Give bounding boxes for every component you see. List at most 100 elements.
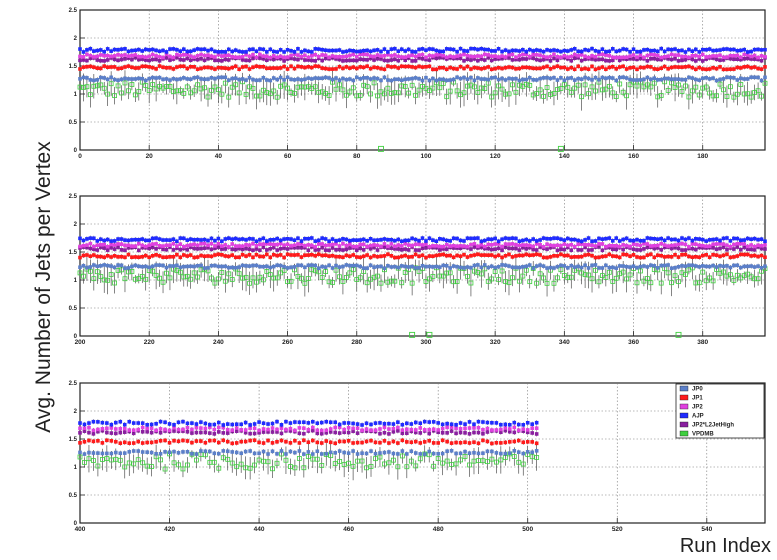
data-point	[140, 254, 145, 259]
data-point	[644, 276, 650, 281]
data-point	[116, 78, 120, 83]
data-point	[126, 460, 132, 466]
outlier-point	[378, 145, 384, 152]
data-point	[635, 78, 639, 82]
data-point	[389, 265, 394, 269]
data-point	[143, 253, 148, 258]
data-point	[586, 266, 591, 270]
data-point	[676, 82, 681, 88]
data-point	[700, 237, 705, 242]
data-point	[732, 67, 736, 71]
data-point	[617, 244, 622, 249]
data-point	[649, 56, 653, 61]
data-point	[614, 266, 619, 270]
data-point	[244, 52, 248, 57]
data-point	[734, 272, 740, 278]
data-point	[258, 248, 262, 252]
data-point	[164, 52, 169, 57]
data-point	[379, 66, 383, 71]
data-point	[358, 52, 363, 57]
data-point	[213, 58, 217, 63]
data-point	[420, 78, 425, 83]
data-point	[168, 58, 172, 62]
data-point	[718, 77, 722, 82]
data-point	[385, 85, 391, 91]
data-point	[209, 241, 214, 246]
data-point	[413, 266, 418, 270]
data-point	[472, 241, 477, 246]
data-point	[420, 243, 425, 247]
data-point	[627, 272, 633, 278]
data-point	[161, 48, 165, 53]
data-point	[590, 243, 594, 248]
data-point	[745, 56, 750, 61]
data-point	[728, 265, 733, 270]
data-point	[396, 58, 401, 63]
data-point	[600, 242, 605, 246]
data-point	[330, 54, 335, 58]
data-point	[742, 47, 747, 52]
data-point	[403, 253, 408, 258]
data-point	[683, 237, 688, 242]
data-point	[344, 49, 349, 54]
series-jp1	[78, 63, 767, 72]
data-point	[437, 273, 443, 279]
data-point	[102, 242, 107, 247]
data-point	[209, 54, 214, 59]
data-point	[399, 264, 404, 268]
data-point	[192, 76, 196, 80]
data-point	[579, 53, 584, 57]
data-point	[251, 248, 255, 253]
data-point	[534, 280, 540, 286]
data-point	[434, 244, 439, 248]
data-point	[642, 241, 646, 246]
data-point	[562, 65, 567, 70]
data-point	[323, 253, 328, 258]
data-point	[645, 242, 650, 246]
data-point	[597, 266, 601, 270]
data-point	[101, 277, 107, 283]
data-point	[202, 77, 207, 82]
data-point	[202, 237, 207, 242]
data-point	[112, 54, 117, 58]
data-point	[77, 454, 83, 460]
data-point	[476, 236, 480, 240]
data-point	[192, 255, 196, 260]
data-point	[368, 54, 373, 58]
data-point	[583, 238, 587, 242]
data-point	[337, 254, 342, 259]
data-point	[652, 67, 657, 71]
data-point	[351, 244, 356, 249]
data-point	[341, 59, 345, 63]
data-point	[662, 255, 667, 259]
data-point	[265, 248, 269, 252]
x-tick-label: 420	[164, 526, 175, 533]
data-point	[721, 77, 726, 81]
data-point	[478, 85, 484, 91]
data-point	[88, 265, 93, 269]
data-point	[154, 242, 158, 246]
data-point	[427, 236, 432, 241]
data-point	[102, 49, 107, 54]
data-point	[195, 274, 201, 280]
data-point	[320, 264, 324, 269]
data-point	[586, 272, 591, 278]
data-point	[642, 55, 646, 60]
data-point	[247, 75, 252, 80]
data-point	[638, 264, 643, 269]
data-point	[327, 263, 331, 268]
data-point	[590, 57, 594, 61]
data-point	[510, 275, 515, 281]
data-point	[247, 58, 252, 63]
data-point	[507, 76, 511, 81]
data-point	[635, 265, 639, 270]
data-point	[178, 255, 183, 260]
data-point	[721, 242, 726, 246]
data-point	[195, 237, 200, 242]
data-point	[282, 55, 286, 60]
data-point	[763, 247, 767, 251]
data-point	[441, 77, 446, 82]
data-point	[184, 84, 190, 90]
data-point	[112, 280, 117, 286]
data-point	[258, 242, 262, 247]
